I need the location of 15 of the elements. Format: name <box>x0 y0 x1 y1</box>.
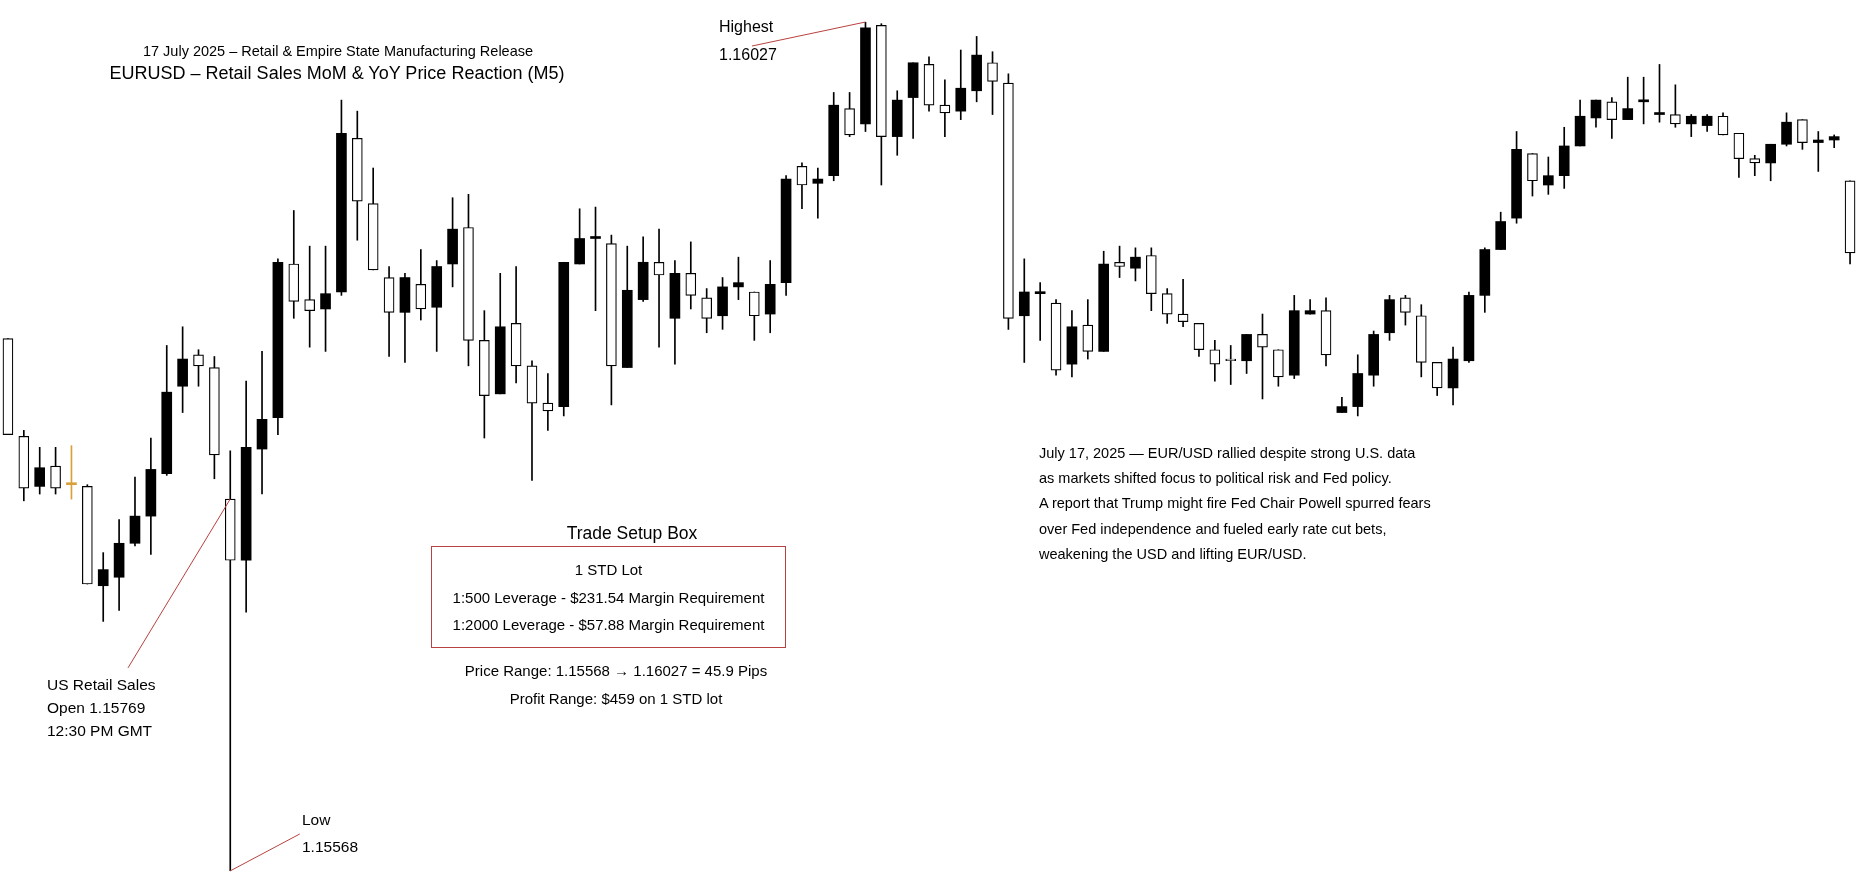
annotation: July 17, 2025 — EUR/USD rallied despite strong U.S. data as markets shifted focus to political risk and Fed policy. A report that Trump might fire Fed Chair Powell spurred fears over Fed independence and fueled early rate cut bets, weakening the USD and lifting EUR/USD. <box>1039 444 1431 564</box>
annotation: US Retail Sales Open 1.15769 12:30 PM GMT <box>47 675 156 741</box>
candlestick <box>542 373 554 431</box>
text: 17 July 2025 – Retail & Empire State Manufacturing Release <box>142 42 534 61</box>
candlestick <box>1177 278 1189 328</box>
annotation: Price Range: 1.15568 → 1.16027 = 45.9 Pips Profit Range: $459 on 1 STD lot <box>464 661 768 709</box>
annotation: Highest 1.16027 <box>719 17 777 65</box>
candlestick <box>653 228 665 348</box>
annotation: Low 1.15568 <box>302 810 359 857</box>
rectangle-frame: 1 STD Lot 1:500 Leverage - $231.54 Margin Requirement 1:2000 Leverage - $57.88 Margin Requirement <box>431 546 786 648</box>
annotation: 1 STD Lot 1:500 Leverage - $231.54 Margin Requirement 1:2000 Leverage - $57.88 Margin Requirement <box>452 560 765 635</box>
candlestick <box>224 450 236 871</box>
candlestick <box>939 79 951 137</box>
text: EURUSD – Retail Sales MoM & YoY Price Reaction (M5) <box>109 62 565 85</box>
annotation: Trade Setup Box <box>566 522 698 545</box>
